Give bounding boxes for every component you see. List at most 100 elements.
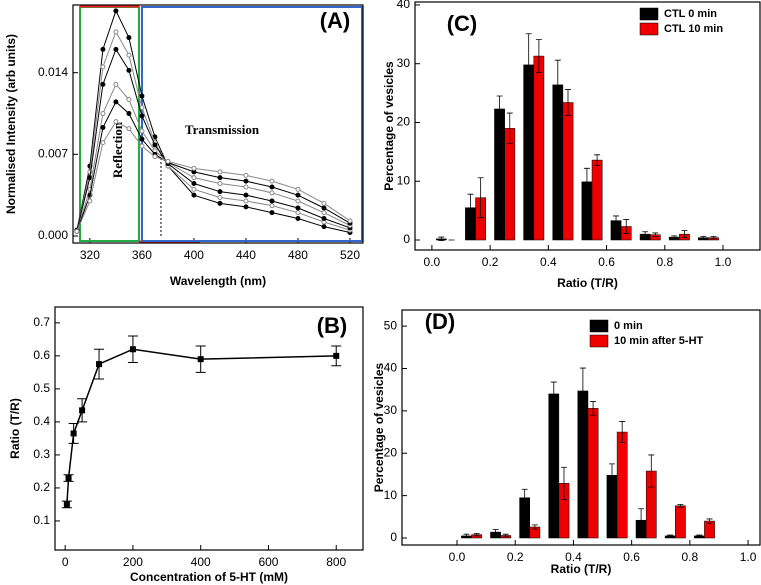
bar — [548, 393, 560, 539]
x-axis-label: Concentration of 5-HT (mM) — [130, 570, 288, 584]
x-tick-label: 360 — [132, 248, 152, 262]
marker — [139, 113, 145, 119]
marker — [113, 81, 119, 87]
x-tick-label: 400 — [184, 248, 204, 262]
marker — [321, 210, 327, 216]
error-bar — [502, 533, 509, 538]
marker — [217, 200, 223, 206]
marker — [113, 8, 119, 14]
x-tick-label: 320 — [80, 248, 100, 262]
error-bar — [506, 112, 513, 145]
x-tick-label: 400 — [191, 555, 211, 569]
marker — [243, 198, 249, 204]
error-bar — [667, 534, 674, 538]
annotation: Reflection — [110, 121, 125, 178]
y-tick-label: 10 — [397, 173, 411, 187]
y-axis-label: Percentage of vesicles — [382, 61, 396, 191]
marker — [321, 200, 327, 206]
y-tick-label: 0.4 — [33, 414, 50, 428]
panel-label: (D) — [425, 309, 456, 334]
x-tick-label: 800 — [326, 555, 346, 569]
y-tick-label: 0.000 — [38, 228, 68, 242]
marker — [217, 181, 223, 186]
error-bar — [623, 219, 630, 234]
error-bar — [496, 95, 503, 123]
x-tick-label: 0 — [62, 555, 69, 569]
error-bar — [564, 89, 571, 116]
x-tick-label: 0.6 — [598, 255, 615, 269]
error-bar — [608, 463, 615, 488]
y-tick-label: 0.6 — [33, 348, 50, 362]
marker — [113, 119, 119, 125]
y-tick-label: 0.007 — [38, 147, 68, 161]
marker — [321, 224, 327, 230]
plot-frame — [401, 309, 761, 546]
marker — [139, 93, 145, 99]
panel-label: (C) — [447, 11, 478, 36]
y-tick-label: 0.014 — [38, 65, 68, 79]
plot-frame — [414, 1, 761, 251]
bar — [494, 108, 505, 241]
error-bar — [696, 534, 703, 538]
plot-frame — [72, 4, 364, 244]
y-tick-label: 0.7 — [33, 315, 50, 329]
legend-label: 10 min after 5-HT — [614, 335, 704, 347]
x-axis-label: Wavelength (nm) — [170, 274, 266, 288]
marker — [191, 186, 197, 192]
marker — [100, 64, 106, 70]
error-bar — [463, 533, 470, 538]
error-bar — [594, 154, 601, 166]
marker — [126, 35, 132, 41]
marker — [87, 198, 93, 204]
error-bar — [473, 532, 480, 537]
marker — [295, 205, 301, 211]
error-bar — [590, 401, 597, 416]
x-tick-label: 0.8 — [682, 550, 699, 564]
marker — [65, 475, 72, 482]
y-tick-label: 0.5 — [33, 381, 50, 395]
marker — [269, 190, 275, 196]
bar — [616, 431, 628, 539]
marker — [100, 46, 106, 52]
bar — [587, 408, 599, 539]
marker — [126, 126, 132, 132]
error-bar — [619, 421, 626, 444]
y-tick-label: 20 — [397, 115, 411, 129]
legend-label: 0 min — [614, 320, 643, 332]
marker — [152, 142, 158, 148]
marker — [63, 501, 70, 508]
legend-swatch — [589, 319, 609, 333]
marker — [79, 407, 86, 414]
x-tick-label: 600 — [258, 555, 278, 569]
legend-label: CTL 10 min — [664, 23, 723, 35]
error-bar — [613, 215, 620, 226]
y-tick-label: 20 — [384, 445, 398, 459]
error-bar — [642, 231, 649, 237]
y-axis-label: Ratio (T/R) — [8, 398, 22, 459]
x-tick-label: 0.2 — [482, 255, 499, 269]
marker — [269, 203, 275, 209]
marker — [126, 67, 132, 73]
x-tick-label: 0.2 — [507, 550, 524, 564]
bar — [504, 128, 516, 241]
error-bar — [652, 232, 659, 237]
marker — [191, 192, 197, 198]
x-tick-label: 440 — [236, 248, 256, 262]
marker — [197, 356, 204, 363]
error-bar — [477, 177, 484, 219]
x-tick-label: 1.0 — [740, 550, 757, 564]
marker — [100, 140, 106, 146]
marker — [191, 175, 197, 181]
y-tick-label: 30 — [384, 403, 398, 417]
error-bar — [531, 524, 538, 530]
marker — [100, 81, 106, 87]
marker — [269, 210, 275, 216]
marker — [139, 105, 145, 111]
marker — [217, 175, 223, 181]
y-tick-label: 0 — [390, 530, 397, 544]
marker — [243, 192, 249, 198]
error-bar — [710, 236, 717, 240]
marker — [165, 158, 171, 164]
error-bar — [648, 454, 655, 488]
